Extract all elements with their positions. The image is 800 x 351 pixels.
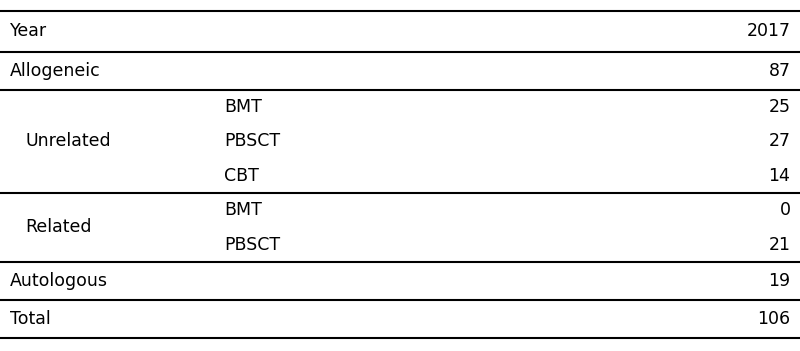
Text: Year: Year (10, 22, 46, 40)
Text: BMT: BMT (224, 201, 262, 219)
Text: Related: Related (26, 218, 92, 237)
Text: PBSCT: PBSCT (224, 236, 280, 254)
Text: Total: Total (10, 310, 50, 328)
Text: Unrelated: Unrelated (26, 132, 111, 151)
Text: BMT: BMT (224, 98, 262, 116)
Text: Autologous: Autologous (10, 272, 107, 290)
Text: 27: 27 (768, 132, 790, 151)
Text: 87: 87 (768, 62, 790, 80)
Text: Allogeneic: Allogeneic (10, 62, 100, 80)
Text: CBT: CBT (224, 167, 259, 185)
Text: 25: 25 (768, 98, 790, 116)
Text: 19: 19 (768, 272, 790, 290)
Text: 21: 21 (768, 236, 790, 254)
Text: 14: 14 (769, 167, 790, 185)
Text: 0: 0 (779, 201, 790, 219)
Text: PBSCT: PBSCT (224, 132, 280, 151)
Text: 2017: 2017 (746, 22, 790, 40)
Text: 106: 106 (758, 310, 790, 328)
